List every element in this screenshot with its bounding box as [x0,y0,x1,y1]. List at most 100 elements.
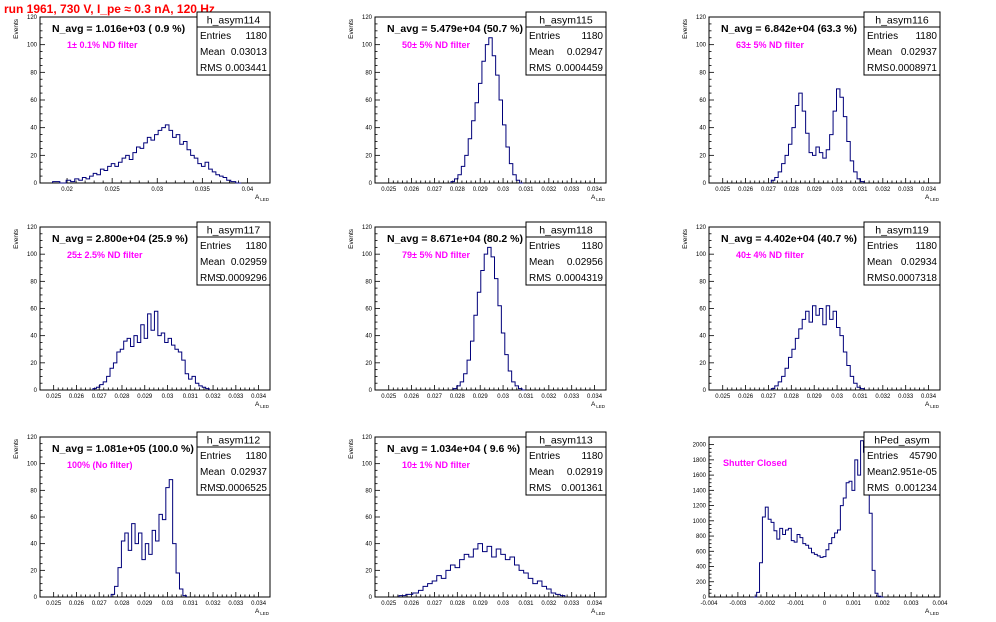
x-axis-label-subscript: LED [596,611,606,616]
histogram-name: h_asym115 [539,15,593,27]
y-tick-label: 200 [696,580,707,586]
x-tick-label: 0.028 [450,394,466,400]
x-tick-label: 0.025 [381,394,397,400]
stats-label: Entries [529,451,560,462]
x-tick-label: 0.034 [587,394,603,400]
x-tick-label: 0.03 [162,601,174,607]
x-axis-label: ALED [591,401,606,409]
y-tick-label: 1600 [693,473,707,479]
stats-label: RMS [200,63,223,74]
stats-label: RMS [867,273,890,284]
x-tick-label: 0.033 [228,601,244,607]
n-avg-label: N_avg = 5.479e+04 (50.7 %) [387,23,523,35]
stats-value: 0.02934 [901,257,938,268]
y-tick-label: 80 [699,279,706,285]
x-tick-label: 0.029 [137,394,153,400]
y-tick-label: 60 [699,98,706,104]
x-tick-label: 0.03 [831,187,843,193]
stats-box [196,431,271,496]
x-axis-label: ALED [255,608,270,616]
y-tick-label: 600 [696,549,707,555]
stats-label: Mean [529,467,554,478]
x-axis-label: ALED [255,401,270,409]
stats-value: 1180 [915,241,937,252]
y-tick-label: 40 [30,334,37,340]
stats-value: 0.003441 [225,63,267,74]
stats-label: Entries [867,31,898,42]
stats-value: 0.0004319 [556,273,604,284]
histogram-line [52,124,242,184]
y-tick-label: 40 [30,126,37,132]
x-tick-label: 0.029 [137,601,153,607]
histogram-line [770,88,865,183]
x-tick-label: 0.033 [228,394,244,400]
stats-value: 2.951e-05 [892,467,937,478]
x-tick-label: 0.026 [404,394,420,400]
y-tick-label: 60 [30,307,37,313]
x-tick-label: 0.03 [831,394,843,400]
filter-label: Shutter Closed [723,458,787,468]
x-axis-label-subscript: LED [596,197,606,202]
n-avg-label: N_avg = 2.800e+04 (25.9 %) [52,233,188,245]
y-tick-label: 120 [27,225,38,231]
x-axis-label-subscript: LED [260,404,270,409]
x-tick-label: 0.025 [381,601,397,607]
histogram-panel-h_asym115: 0 20 40 60 80 100 120 0.025 0.026 0.027 0.028 0.029… [348,11,607,202]
x-tick-label: 0 [823,601,827,607]
x-tick-label: 0.026 [738,394,754,400]
stats-label: RMS [867,483,890,494]
stats-label: Entries [200,451,231,462]
x-tick-label: 0.031 [518,601,534,607]
stats-label: Entries [529,241,560,252]
y-tick-label: 60 [699,307,706,313]
x-tick-label: 0.03 [497,187,509,193]
x-axis-label: ALED [255,194,270,202]
stats-value: 0.001361 [561,483,603,494]
stats-value: 0.0008971 [890,63,938,74]
x-axis-label-symbol: A [255,194,260,201]
x-tick-label: 0.032 [875,394,891,400]
x-axis-label: ALED [591,608,606,616]
x-tick-label: 0.03 [162,394,174,400]
x-axis-label-symbol: A [591,194,596,201]
y-tick-label: 40 [699,334,706,340]
y-tick-label: 0 [369,181,373,187]
y-tick-label: 40 [30,542,37,548]
x-tick-label: 0.029 [473,601,489,607]
y-tick-label: 100 [362,462,373,468]
x-axis-label-subscript: LED [260,197,270,202]
histogram-name: hPed_asym [874,435,930,447]
x-tick-label: 0.027 [761,187,777,193]
histogram-panel-h_asym119: 0 20 40 60 80 100 120 0.025 0.026 0.027 0.028 0.029… [682,221,941,409]
histogram-line [398,543,566,597]
stats-box [863,431,941,496]
y-tick-label: 20 [365,153,372,159]
x-tick-label: -0.004 [700,601,718,607]
y-tick-label: 100 [27,462,38,468]
x-tick-label: 0.025 [46,601,62,607]
stats-value: 0.02937 [231,467,268,478]
stats-box [525,431,607,496]
y-tick-label: 20 [365,361,372,367]
page-title: run 1961, 730 V, I_pe ≈ 0.3 nA, 120 Hz [4,2,215,16]
filter-label: 1± 0.1% ND filter [67,40,138,50]
y-tick-label: 120 [27,15,38,21]
x-tick-label: 0.027 [92,601,108,607]
x-tick-label: 0.032 [541,187,557,193]
stats-label: Entries [529,31,560,42]
x-tick-label: 0.034 [251,601,267,607]
x-tick-label: 0.026 [69,394,85,400]
x-tick-label: 0.034 [587,187,603,193]
x-axis-label: ALED [925,401,940,409]
y-axis-label: Events [13,438,20,459]
y-tick-label: 80 [365,70,372,76]
stats-label: RMS [867,63,890,74]
stats-value: 0.0009296 [220,273,268,284]
filter-label: 10± 1% ND filter [402,460,470,470]
stats-label: Mean [529,257,554,268]
y-tick-label: 100 [362,43,373,49]
y-tick-label: 20 [30,361,37,367]
y-tick-label: 80 [699,70,706,76]
x-tick-label: 0.031 [518,394,534,400]
x-tick-label: 0.027 [427,601,443,607]
